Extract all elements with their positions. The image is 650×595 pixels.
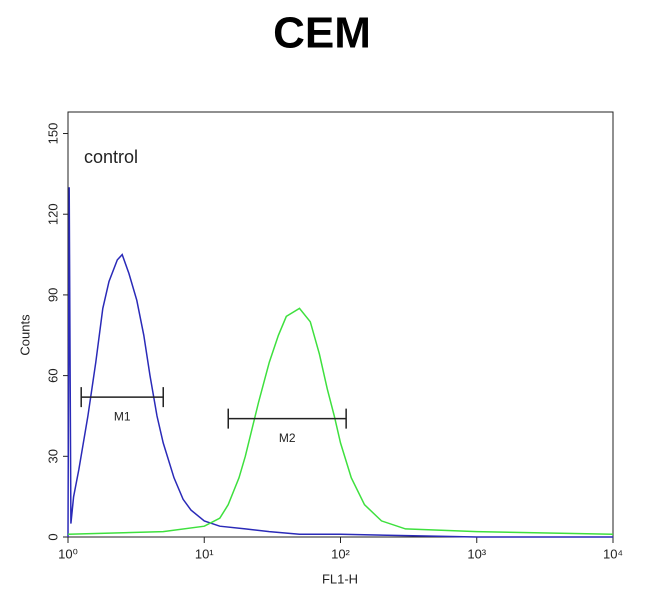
y-tick-label: 120 [45, 203, 60, 225]
gate-label: M2 [279, 431, 296, 445]
gate-marker [227, 408, 347, 429]
gate-label: M1 [114, 409, 131, 423]
x-tick-label: 10³ [467, 546, 486, 561]
x-tick-label: 10¹ [195, 546, 214, 561]
y-axis-label: Counts [17, 314, 32, 356]
x-tick-label: 10² [331, 546, 350, 561]
y-tick-label: 60 [45, 368, 60, 382]
y-tick-label: 150 [45, 123, 60, 145]
y-tick-label: 30 [45, 449, 60, 463]
y-tick-label: 0 [45, 533, 60, 540]
histogram-line [67, 307, 614, 536]
x-tick-label: 10⁴ [603, 546, 623, 561]
y-tick-label: 90 [45, 288, 60, 302]
plot-frame [67, 111, 614, 538]
gate-marker [80, 387, 164, 408]
x-axis-label: FL1-H [322, 571, 358, 586]
annotation: control [84, 147, 138, 167]
histogram-line [67, 187, 613, 538]
x-tick-label: 10⁰ [58, 546, 78, 561]
chart-title: CEM [273, 9, 371, 58]
